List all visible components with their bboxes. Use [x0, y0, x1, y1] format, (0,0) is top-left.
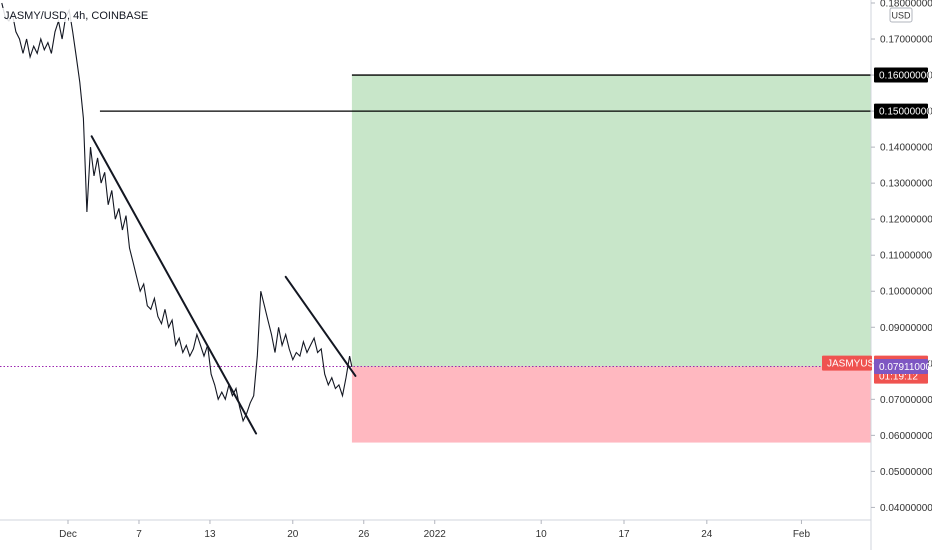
y-tick-label: 0.04000000	[880, 503, 932, 514]
level-price-tag-1[interactable]: 0.16000000	[874, 67, 932, 83]
y-tick-label: 0.10000000	[880, 287, 932, 298]
y-tick-label: 0.05000000	[880, 467, 932, 478]
loss-zone[interactable]	[351, 366, 871, 443]
level-price-tag-1-text: 0.16000000	[879, 71, 932, 82]
y-tick-label: 0.14000000	[880, 143, 932, 154]
price-series-line	[1, 2, 353, 423]
x-tick-label: 20	[287, 529, 299, 540]
x-tick-label: Feb	[793, 529, 811, 540]
symbol-tag[interactable]: JASMYUSD	[822, 355, 881, 371]
current-price-tag-text: 0.07911000	[879, 362, 932, 373]
level-price-tag-2-text: 0.15000000	[879, 107, 932, 118]
y-tick-label: 0.13000000	[880, 179, 932, 190]
currency-box[interactable]	[889, 7, 913, 23]
x-tick-label: 10	[536, 529, 548, 540]
trendline-1[interactable]	[90, 135, 258, 435]
y-tick-label: 0.18000000	[880, 0, 932, 10]
y-tick-label: 0.12000000	[880, 215, 932, 226]
level-price-tag-2[interactable]: 0.15000000	[874, 103, 932, 119]
symbol-tag-text: JASMYUSD	[827, 359, 881, 370]
title-bg	[0, 8, 128, 22]
x-tick-label: 13	[204, 529, 216, 540]
x-tick-label: 2022	[424, 529, 447, 540]
y-tick-label: 0.11000000	[880, 251, 932, 262]
x-tick-label: 7	[136, 529, 142, 540]
profit-zone[interactable]	[351, 75, 871, 367]
chart-title: JASMY/USD, 4h, COINBASE	[4, 10, 148, 22]
x-tick-label: 24	[701, 529, 713, 540]
y-tick-label: 0.09000000	[880, 323, 932, 334]
x-tick-label: 17	[618, 529, 630, 540]
y-tick-label: 0.07000000	[880, 395, 932, 406]
trendline-2[interactable]	[284, 275, 357, 377]
y-tick-label: 0.17000000	[880, 35, 932, 46]
x-tick-label: Dec	[59, 529, 77, 540]
y-tick-label: 0.06000000	[880, 431, 932, 442]
x-tick-label: 26	[358, 529, 370, 540]
current-price-tag[interactable]: 0.07911000	[874, 359, 932, 375]
last-price-tag-text: 01:19:12	[879, 372, 918, 383]
currency-label: USD	[891, 11, 911, 21]
